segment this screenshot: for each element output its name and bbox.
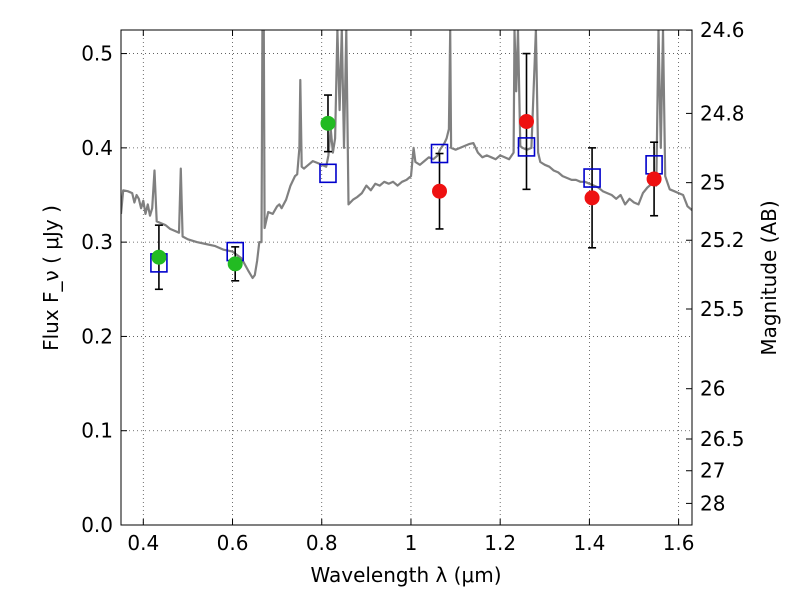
observed-flux-marker — [584, 190, 600, 206]
mag-tick-label: 24.8 — [700, 101, 745, 125]
x-tick-label: 1.2 — [484, 531, 516, 555]
x-tick-label: 1.4 — [573, 531, 605, 555]
grid — [121, 30, 692, 526]
mag-tick-label: 25.2 — [700, 228, 745, 252]
mag-tick-label: 26 — [700, 377, 725, 401]
y-axis-label: Flux F_ν ( μJy ) — [39, 205, 63, 351]
x-tick-label: 0.6 — [217, 531, 249, 555]
axes — [120, 29, 693, 526]
plot-frame — [120, 29, 693, 526]
model-flux-marker — [430, 143, 449, 164]
x-tick-label: 0.4 — [127, 531, 159, 555]
y-tick-label: 0.5 — [81, 42, 113, 66]
y-tick-label: 0.1 — [81, 419, 113, 443]
error-bars — [154, 52, 659, 291]
observed-flux-marker — [432, 183, 448, 199]
model-flux-marker — [517, 137, 536, 157]
tick-labels: 0.4 0.6 0.8 1 1.2 1.4 1.6 0.0 0.1 0.2 0.3 0.4 0.5 24.… — [81, 18, 744, 555]
mag-tick-label: 25 — [700, 171, 725, 195]
y-tick-label: 0.2 — [81, 324, 113, 348]
right-axis-label: Magnitude (AB) — [757, 200, 781, 355]
model-spectrum — [121, 30, 692, 280]
mag-tick-label: 28 — [700, 491, 725, 515]
observed-flux-marker — [227, 256, 243, 272]
observed-flux-marker — [320, 115, 336, 131]
x-tick-label: 1.6 — [663, 531, 695, 555]
x-tick-label: 0.8 — [306, 531, 338, 555]
observed-flux-marker — [646, 171, 662, 187]
observed-flux-marker — [151, 249, 167, 265]
spectrum-line — [121, 30, 692, 280]
model-flux-marker — [583, 168, 601, 188]
mag-tick-label: 25.5 — [700, 297, 745, 321]
data-markers — [150, 113, 663, 273]
x-axis-label: Wavelength λ (μm) — [310, 563, 501, 587]
y-tick-label: 0.0 — [81, 513, 113, 537]
x-tick-label: 1 — [405, 531, 418, 555]
mag-tick-label: 26.5 — [700, 427, 745, 451]
observed-flux-marker — [518, 113, 534, 129]
y-tick-label: 0.4 — [81, 136, 113, 160]
mag-tick-label: 24.6 — [700, 18, 745, 42]
mag-tick-label: 27 — [700, 459, 725, 483]
model-flux-marker — [319, 163, 337, 184]
y-tick-label: 0.3 — [81, 230, 113, 254]
